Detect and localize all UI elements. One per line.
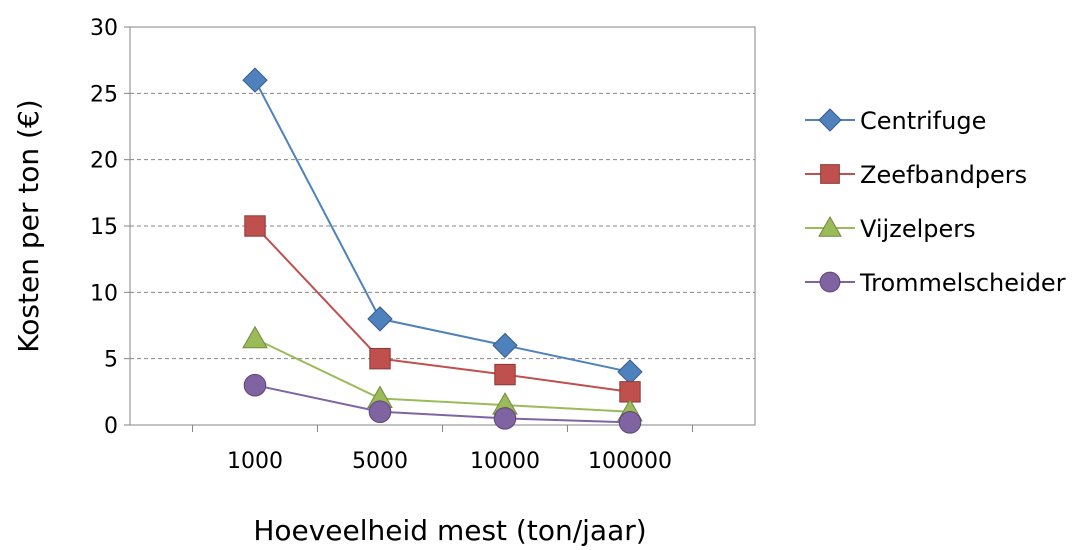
- legend-label: Zeefbandpers: [860, 161, 1027, 189]
- series-line: [254, 225, 631, 393]
- marker-circle: [368, 400, 392, 424]
- x-axis-ticks: 1000 5000 10000 100000: [192, 425, 693, 474]
- legend-label: Trommelscheider: [859, 269, 1066, 297]
- legend-item: Centrifuge: [805, 107, 986, 135]
- marker-square: [244, 215, 266, 237]
- y-tick-label: 25: [90, 82, 118, 107]
- marker-diamond: [617, 359, 643, 385]
- legend-item: Zeefbandpers: [805, 161, 1027, 189]
- marker-square: [494, 363, 516, 386]
- legend-label: Vijzelpers: [860, 215, 976, 243]
- legend-label: Centrifuge: [860, 107, 986, 135]
- marker-square: [820, 164, 840, 184]
- marker-circle: [819, 271, 841, 293]
- marker-circle: [493, 407, 517, 430]
- legend-item: Vijzelpers: [805, 215, 976, 243]
- marker-square: [369, 347, 391, 370]
- x-tick-label: 1000: [227, 449, 283, 474]
- legend-item: Trommelscheider: [805, 269, 1066, 297]
- marker-diamond: [818, 108, 842, 132]
- y-tick-label: 20: [90, 149, 118, 174]
- marker-circle: [618, 411, 642, 434]
- marker-diamond: [492, 332, 518, 359]
- y-tick-label: 10: [90, 281, 118, 306]
- y-tick-label: 30: [90, 16, 118, 41]
- gridlines: [130, 92, 755, 360]
- y-tick-label: 5: [104, 348, 118, 373]
- series-line: [254, 79, 631, 373]
- x-tick-label: 10000: [470, 449, 540, 474]
- marker-circle: [243, 373, 267, 397]
- series-line: [254, 337, 631, 413]
- marker-diamond: [367, 306, 393, 332]
- y-tick-label: 0: [104, 414, 118, 439]
- y-axis-ticks: 0 5 10 15 20 25 30: [90, 16, 130, 439]
- series-lines: [254, 79, 631, 424]
- y-tick-label: 15: [90, 215, 118, 240]
- marker-diamond: [242, 67, 268, 93]
- y-axis-title: Kosten per ton (€): [12, 99, 45, 352]
- series-markers: [242, 67, 643, 434]
- series-line: [254, 384, 631, 424]
- marker-triangle: [242, 325, 268, 349]
- legend: Centrifuge Zeefbandpers Vijzelpers Trommels…: [805, 107, 1066, 297]
- x-axis-title: Hoeveelheid mest (ton/jaar): [253, 514, 646, 547]
- marker-triangle: [818, 215, 842, 237]
- x-tick-label: 100000: [588, 449, 672, 474]
- x-tick-label: 5000: [352, 449, 408, 474]
